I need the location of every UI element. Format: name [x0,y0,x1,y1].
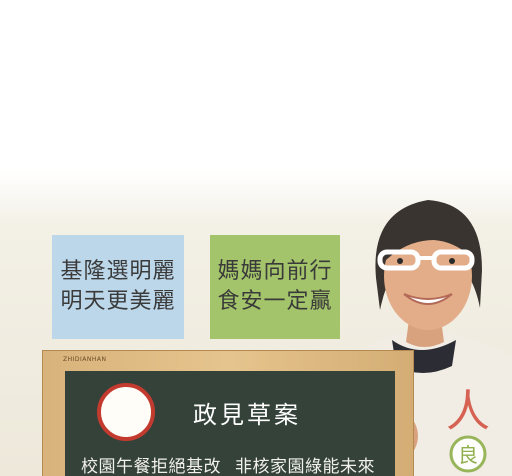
slogan-card-line: 媽媽向前行 [217,259,333,284]
slogan-card-line: 基隆選明麗 [60,259,176,284]
logo-main-char: 人 [446,386,490,437]
slogan-card-keelung: 基隆選明麗 明天更美麗 [52,235,184,339]
board-brand: ZHIDIANHAN [63,356,107,363]
board-title: 政見草案 [193,401,301,429]
slogan-card-moms: 媽媽向前行 食安一定贏 [210,235,340,339]
slogan-card-line: 食安一定贏 [217,289,333,314]
circle-stamp-icon [97,383,155,441]
chalkboard: ZHIDIANHAN 政見草案 校園午餐拒絕基改 非核家園綠能未來 [42,350,414,476]
board-slogan: 校園午餐拒絕基改 非核家園綠能未來 [81,452,375,476]
party-logo-icon: 人 良 [446,386,490,473]
slogan-energy: 非核家園綠能未來 [235,457,375,476]
logo-sub-char: 良 [458,443,478,467]
slogan-card-line: 明天更美麗 [60,289,176,314]
slogan-lunch: 校園午餐拒絕基改 [81,457,221,476]
chalkboard-surface: 政見草案 校園午餐拒絕基改 非核家園綠能未來 [65,371,395,476]
